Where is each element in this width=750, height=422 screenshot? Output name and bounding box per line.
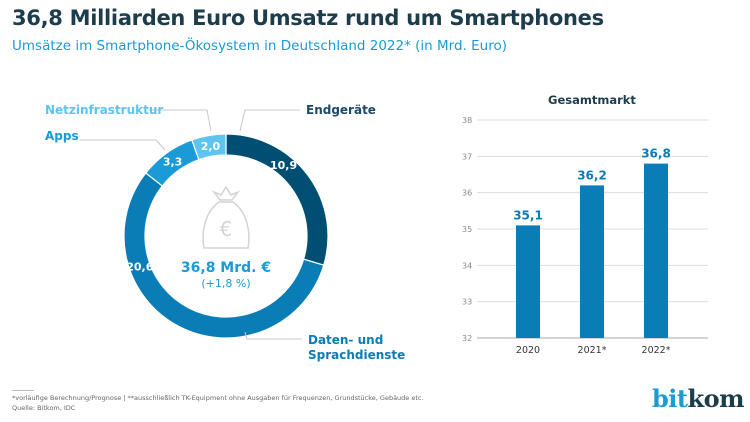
bar-2020 — [516, 225, 540, 338]
money-bag-euro-icon: € — [202, 185, 250, 249]
donut-slice-3 — [191, 133, 227, 161]
footer-divider — [12, 390, 34, 391]
donut-total: 36,8 Mrd. € — [181, 260, 271, 276]
svg-text:€: € — [220, 217, 233, 241]
leader-lines — [80, 109, 302, 340]
bar-chart-title: Gesamtmarkt — [548, 93, 636, 107]
bar-chart: 32 33 34 35 36 37 38 35,1 2020 36,2 2021* 36,8 2022* — [462, 116, 708, 356]
x-tick-label: 2021* — [578, 345, 607, 356]
page-title: 36,8 Milliarden Euro Umsatz rund um Smar… — [12, 6, 604, 30]
donut-change: (+1,8 %) — [201, 277, 250, 290]
label-endgeraete: Endgeräte — [306, 103, 376, 117]
donut-value-label: 10,9 — [270, 159, 297, 172]
y-tick-label: 36 — [462, 189, 472, 198]
donut-slice-0 — [225, 133, 329, 266]
y-tick-label: 37 — [462, 152, 472, 161]
page-subtitle: Umsätze im Smartphone-Ökosystem in Deuts… — [12, 38, 507, 54]
donut-value-label: 2,0 — [201, 140, 221, 153]
label-daten-2: Sprachdienste — [308, 348, 405, 362]
bar-2022* — [644, 163, 668, 338]
y-tick-label: 33 — [462, 298, 472, 307]
leader-line-endgeraete — [239, 109, 300, 132]
bar-value-label: 36,8 — [641, 147, 671, 161]
y-tick-label: 38 — [462, 116, 472, 125]
donut-chart: 10,9 20,6 3,3 2,0 — [123, 133, 329, 339]
y-tick-label: 32 — [462, 334, 472, 343]
x-tick-label: 2020 — [516, 345, 540, 356]
source: Quelle: Bitkom, IDC — [12, 404, 76, 412]
donut-value-label: 3,3 — [163, 156, 183, 169]
label-apps: Apps — [45, 129, 79, 143]
label-daten-1: Daten- und — [308, 333, 383, 347]
bar-2021* — [580, 185, 604, 338]
footnote: *vorläufige Berechnung/Prognose | **auss… — [12, 394, 424, 402]
x-tick-label: 2022* — [642, 345, 671, 356]
leader-line-daten — [244, 331, 302, 340]
y-tick-label: 34 — [462, 261, 472, 270]
y-tick-label: 35 — [462, 225, 472, 234]
bar-value-label: 36,2 — [577, 168, 607, 182]
donut-slice-1 — [123, 172, 325, 339]
donut-value-label: 20,6 — [126, 261, 153, 274]
leader-line-apps — [80, 139, 166, 151]
bar-value-label: 35,1 — [513, 208, 543, 222]
leader-line-netz — [149, 109, 212, 132]
label-netz: Netzinfrastruktur — [45, 103, 163, 117]
footer: *vorläufige Berechnung/Prognose | **auss… — [12, 393, 424, 413]
bitkom-logo: bitkom — [652, 384, 745, 413]
